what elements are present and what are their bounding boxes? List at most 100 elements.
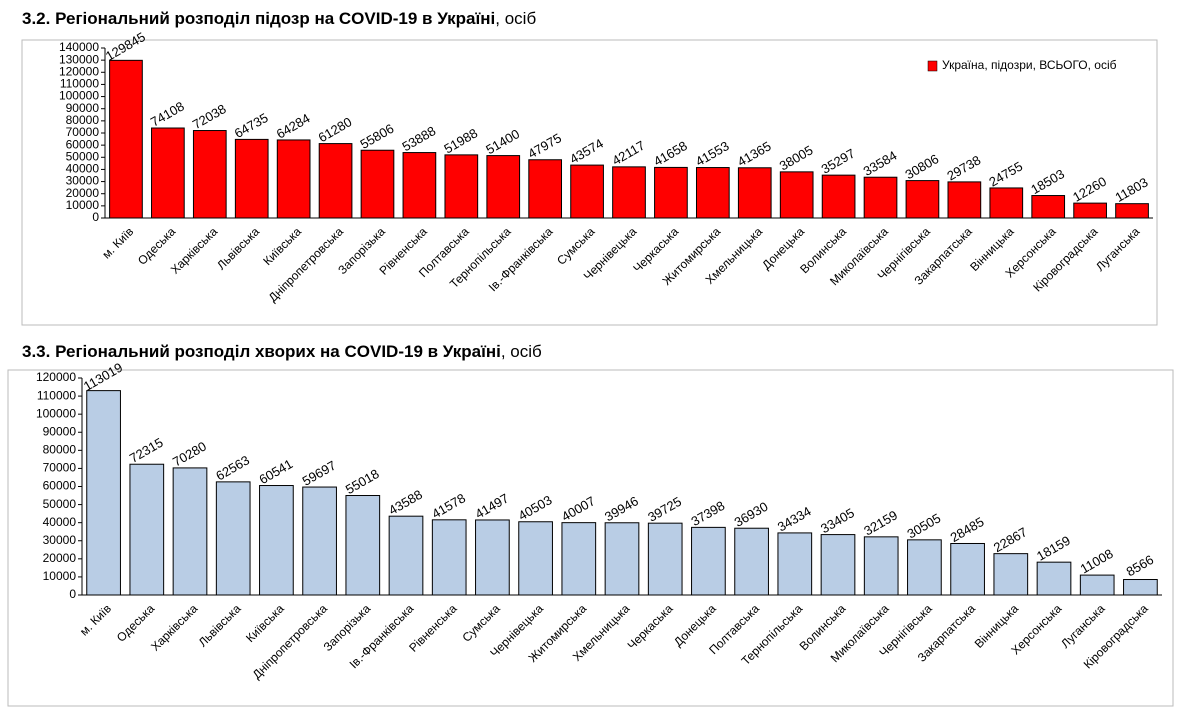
bar [360,149,395,219]
value-label: 70280 [170,438,209,469]
value-label: 53888 [399,123,438,154]
bar [528,159,563,219]
y-tick-label: 30000 [66,174,100,188]
bar [475,519,510,596]
bar [1031,195,1066,219]
legend-swatch [927,60,938,72]
bar [318,143,353,219]
x-tick-label: Київська [243,601,287,645]
bar [518,521,553,596]
legend-label: Україна, підозри, ВСЬОГО, осіб [942,58,1117,72]
value-label: 28485 [948,514,987,545]
value-label: 35297 [819,146,858,177]
x-tick-label: Черкаська [625,601,676,652]
value-label: 33584 [861,148,900,179]
value-label: 55806 [358,121,397,152]
value-label: 39946 [602,493,641,524]
x-tick-label: Одеська [135,224,178,267]
bar [234,138,269,219]
value-label: 30806 [903,151,942,182]
value-label: 18159 [1034,533,1073,564]
value-label: 40503 [516,492,555,523]
bar [947,181,982,219]
bar [863,536,899,596]
bar [345,495,381,596]
bar [172,467,208,596]
value-label: 30505 [904,510,943,541]
bar [215,481,251,596]
value-label: 61280 [316,114,355,145]
bar [109,59,143,219]
value-label: 32159 [861,507,900,538]
bar [444,154,479,219]
bar [1115,203,1149,219]
bar [691,526,726,596]
x-tick-label: Львівська [196,601,244,649]
x-tick-label: Дніпропетровська [250,601,331,682]
bar [950,542,985,596]
bar [612,166,646,219]
y-tick-label: 90000 [43,424,77,438]
value-label: 74108 [148,99,187,130]
value-label: 24755 [986,158,1025,189]
bar [192,130,227,219]
x-tick-label: Одеська [114,601,157,644]
bar [604,522,640,596]
bar [647,522,683,596]
chart-frame [21,39,1158,326]
x-tick-label: м. Київ [77,601,114,638]
chart-title: 3.2. Регіональний розподіл підозр на COV… [22,9,536,28]
value-label: 37398 [688,498,727,529]
bar [302,486,337,596]
bar [695,167,730,219]
value-label: 43588 [386,487,425,518]
bar [863,176,898,219]
y-tick-label: 0 [92,210,99,224]
value-label: 38005 [777,142,816,173]
bar [388,515,424,596]
value-label: 64284 [274,110,313,141]
chart-frame [7,369,1174,707]
y-tick-label: 130000 [59,52,99,66]
bar [1079,574,1115,596]
value-label: 33405 [818,505,857,536]
bar [561,522,597,596]
value-label: 129845 [103,29,148,64]
y-tick-label: 60000 [66,137,100,151]
bar [259,485,294,596]
bar [570,164,604,219]
x-tick-label: м. Київ [99,224,136,261]
value-label: 41365 [735,138,774,169]
value-label: 39725 [645,494,684,525]
title-unit: , осіб [495,9,536,28]
bar [129,463,165,596]
y-tick-label: 100000 [36,406,76,420]
bar [907,539,942,596]
value-label: 51988 [441,125,480,156]
y-tick-label: 60000 [43,479,77,493]
y-tick-label: 110000 [37,388,76,402]
y-tick-label: 10000 [66,198,100,212]
bar [654,166,688,219]
y-tick-label: 30000 [43,533,77,547]
value-label: 42117 [609,138,647,169]
y-tick-label: 40000 [66,162,100,176]
title-unit: , осіб [501,342,542,361]
x-tick-label: Сумська [554,224,598,268]
y-tick-label: 90000 [66,101,100,115]
value-label: 41578 [429,490,468,521]
bar [777,532,813,596]
value-label: 41553 [693,138,732,169]
value-label: 72038 [190,101,229,132]
y-tick-label: 10000 [43,569,77,583]
y-tick-label: 50000 [66,149,100,163]
value-label: 22867 [991,524,1030,555]
bar [402,152,437,219]
y-tick-label: 80000 [66,113,100,127]
bar [734,527,769,596]
value-label: 51400 [483,126,522,157]
bar [905,180,940,219]
bar [1036,561,1072,596]
bar [993,553,1029,596]
chart-title: 3.3. Регіональний розподіл хворих на COV… [22,342,542,361]
